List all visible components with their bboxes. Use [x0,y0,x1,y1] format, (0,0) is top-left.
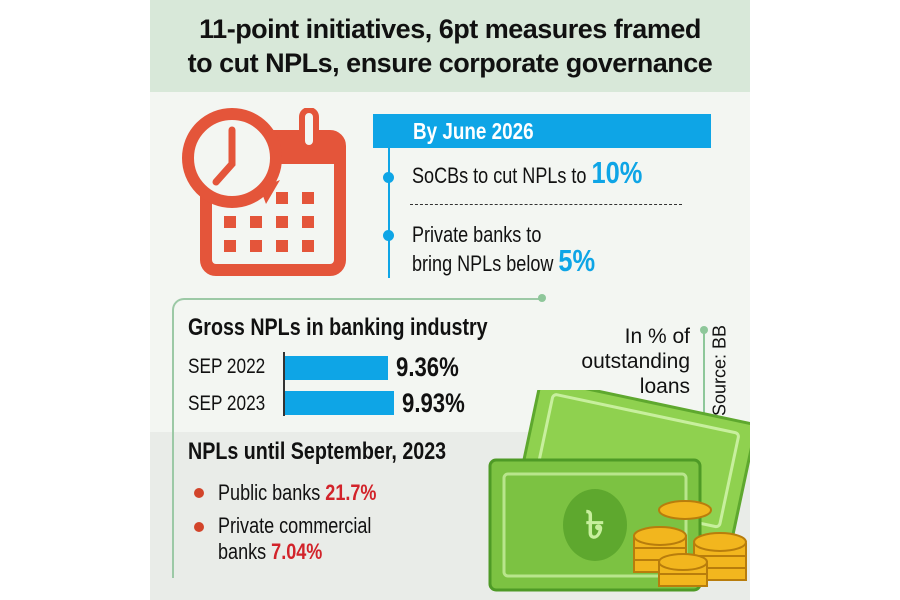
bullet-dot [194,488,204,498]
bar-sep-2023 [285,391,395,415]
bar-label: SEP 2023 [188,392,266,415]
npl-private: Private commercial banks 7.04% [218,513,372,564]
calendar-clock-icon [182,108,346,276]
bar-sep-2022 [285,356,388,380]
target-socb: SoCBs to cut NPLs to 10% [412,155,643,190]
taka-banknote-icon: ৳ [488,390,750,592]
chart-title: Gross NPLs in banking industry [188,314,488,341]
bar-value: 9.36% [395,352,459,382]
bar-value: 9.93% [402,388,465,418]
frame-dot [538,294,546,302]
bullet-dot [194,522,204,532]
bar-label: SEP 2022 [188,355,266,378]
npl-public: Public banks 21.7% [218,480,377,505]
infographic: 11-point initiatives, 6pt measures frame… [150,0,750,600]
stats-frame [172,298,544,578]
bullet-dot [383,230,394,241]
timeline-line [388,148,390,278]
gold-coins-icon [633,500,747,587]
divider [410,204,682,205]
target-private: Private banks to bring NPLs below 5% [412,222,596,278]
source-line [703,332,705,442]
svg-text:৳: ৳ [586,503,605,547]
source-dot [700,326,708,334]
bullet-dot [383,172,394,183]
page-title: 11-point initiatives, 6pt measures frame… [150,0,750,92]
unit-note: In % of outstanding loans [581,325,690,398]
chart-axis [283,352,285,416]
npl-heading: NPLs until September, 2023 [188,438,447,465]
target-heading: By June 2026 [373,114,711,148]
